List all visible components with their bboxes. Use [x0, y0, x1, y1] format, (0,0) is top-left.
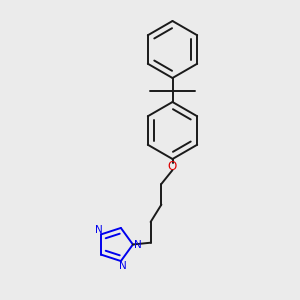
Text: O: O: [168, 160, 177, 173]
Text: N: N: [134, 239, 142, 250]
Text: N: N: [119, 261, 127, 272]
Text: N: N: [95, 225, 103, 235]
